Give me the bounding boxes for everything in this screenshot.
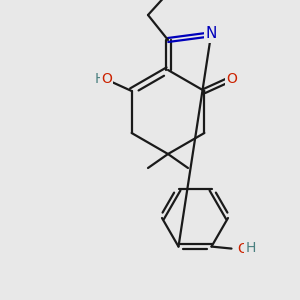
- Text: H: H: [94, 72, 105, 86]
- Text: O: O: [238, 242, 248, 256]
- Text: O: O: [226, 72, 237, 86]
- Text: O: O: [101, 72, 112, 86]
- Text: N: N: [205, 26, 217, 41]
- Text: H: H: [245, 241, 256, 255]
